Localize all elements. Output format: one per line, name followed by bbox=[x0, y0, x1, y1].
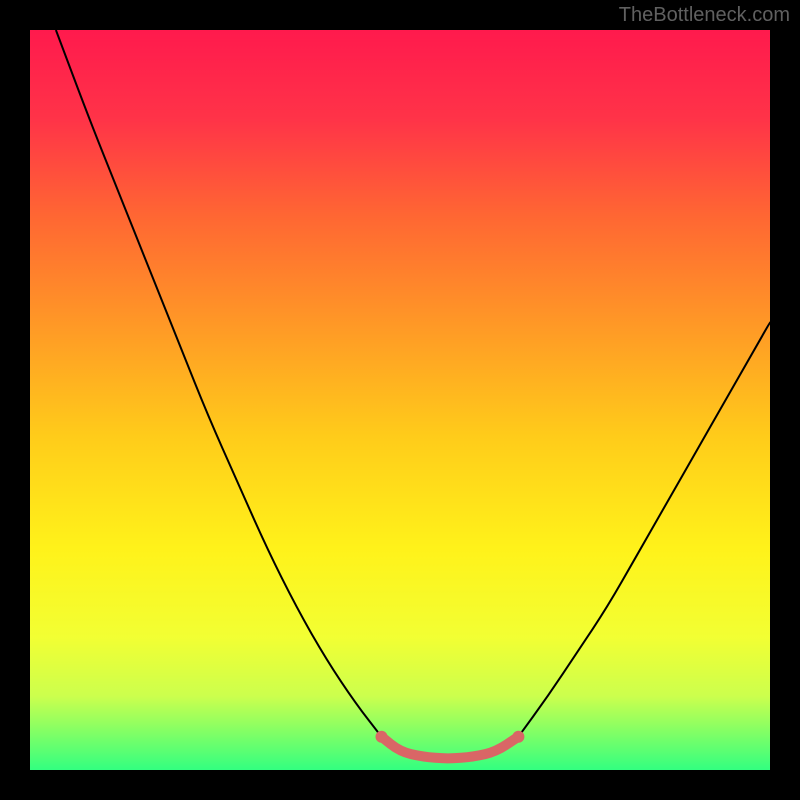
curve-left-branch bbox=[56, 30, 382, 737]
plot-area bbox=[30, 30, 770, 770]
watermark-text: TheBottleneck.com bbox=[619, 4, 790, 27]
bottleneck-curve bbox=[30, 30, 770, 770]
valley-highlight bbox=[382, 737, 519, 759]
curve-right-branch bbox=[518, 322, 770, 736]
valley-dots bbox=[376, 731, 525, 743]
